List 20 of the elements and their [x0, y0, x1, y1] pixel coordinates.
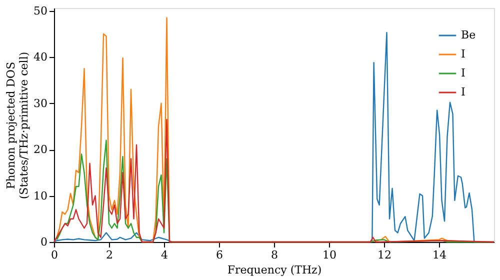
y-tick-label: 40 — [34, 50, 48, 64]
x-axis-title: Frequency (THz) — [227, 264, 322, 276]
y-tick-label: 20 — [34, 143, 48, 156]
x-tick-label: 4 — [161, 248, 168, 262]
y-tick-label: 0 — [40, 236, 48, 248]
x-tick-label: 2 — [106, 248, 113, 262]
legend-label: I — [461, 86, 466, 98]
y-axis-title: Phonon projected DOS (States/THz·primitive cell) — [4, 52, 31, 200]
legend-label: I — [461, 48, 466, 60]
x-tick-label: 8 — [271, 248, 278, 262]
x-tick-label: 12 — [378, 248, 392, 262]
x-tick-label: 10 — [322, 248, 336, 262]
y-tick-label: 30 — [34, 96, 48, 110]
x-tick-label: 14 — [432, 248, 446, 262]
x-tick-label: 6 — [216, 248, 223, 262]
legend-label: I — [461, 66, 466, 80]
y-tick-label: 50 — [34, 4, 48, 18]
legend-label: Be — [461, 28, 476, 42]
x-tick-label: 0 — [51, 248, 58, 262]
y-tick-label: 10 — [34, 189, 48, 202]
